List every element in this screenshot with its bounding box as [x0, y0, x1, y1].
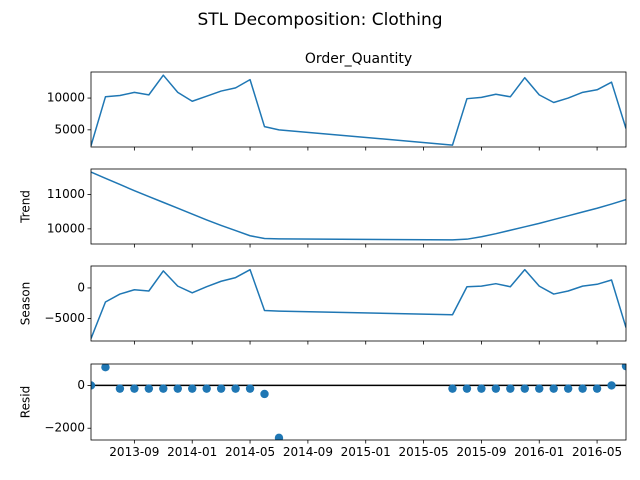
- x-tick-label: 2016-01: [514, 445, 564, 459]
- y-tick-label: 0: [77, 378, 85, 392]
- resid-point: [491, 384, 501, 393]
- y-tick-label: 0: [77, 280, 85, 294]
- resid-point: [202, 384, 211, 393]
- x-tick-label: 2014-01: [167, 445, 217, 459]
- y-axis-label: Season: [19, 282, 33, 326]
- resid-point: [563, 384, 573, 393]
- panel-1: Trend 10000 11000: [19, 168, 627, 248]
- series-line: [91, 74, 626, 146]
- resid-point: [188, 384, 197, 393]
- resid-point: [101, 364, 110, 372]
- figure-title: STL Decomposition: Clothing: [197, 10, 442, 30]
- x-tick-label: 2014-09: [283, 445, 333, 459]
- y-tick-label: −5000: [44, 311, 85, 325]
- panel-2: Season −5000 0: [19, 265, 627, 345]
- resid-point: [520, 384, 529, 393]
- panel-0: Order_Quantity 5000 10000: [47, 51, 627, 151]
- y-axis-label: Trend: [19, 190, 33, 224]
- resid-point: [231, 384, 240, 393]
- resid-point: [274, 433, 284, 440]
- resid-point: [607, 381, 616, 390]
- x-tick-label: 2015-01: [341, 445, 391, 459]
- resid-point: [506, 384, 515, 393]
- resid-point: [216, 384, 226, 393]
- y-tick-label: 10000: [47, 221, 85, 235]
- resid-point: [462, 384, 472, 393]
- series-line: [91, 171, 626, 241]
- panel-3: Resid −2000 0 2013-09 2014-01 2014-05 2014-09 2…: [19, 363, 627, 459]
- resid-point: [91, 381, 96, 390]
- axes-frame: [90, 71, 627, 148]
- resid-point: [549, 384, 558, 393]
- resid-point: [260, 389, 269, 399]
- x-tick-label: 2013-09: [109, 445, 159, 459]
- axes-frame: [90, 363, 627, 441]
- axes-frame: [90, 265, 627, 342]
- resid-point: [159, 384, 168, 393]
- series-2: [91, 268, 626, 339]
- series-1: [91, 171, 626, 241]
- x-tick-label: 2015-09: [456, 445, 506, 459]
- resid-point: [535, 384, 544, 393]
- y-tick-label: −2000: [44, 421, 85, 435]
- y-tick-label: 5000: [54, 122, 85, 136]
- resid-point: [173, 384, 182, 393]
- x-tick-label: 2016-05: [572, 445, 622, 459]
- resid-point: [448, 384, 457, 393]
- y-tick-label: 10000: [47, 91, 85, 105]
- resid-point: [621, 364, 626, 371]
- series-3: [91, 364, 626, 440]
- series-line: [91, 268, 626, 339]
- resid-point: [130, 384, 139, 393]
- resid-point: [144, 384, 154, 393]
- x-tick-label: 2015-05: [398, 445, 448, 459]
- resid-point: [578, 384, 587, 393]
- y-axis-label: Resid: [19, 386, 33, 418]
- panels: Order_Quantity 5000 10000 Trend 10000 11000 Se…: [19, 51, 627, 459]
- resid-point: [245, 384, 255, 393]
- resid-point: [477, 384, 486, 393]
- axes-frame: [90, 168, 627, 245]
- series-0: [91, 74, 626, 146]
- resid-point: [115, 384, 125, 393]
- resid-point: [592, 384, 602, 393]
- y-tick-label: 11000: [47, 187, 85, 201]
- panel-title: Order_Quantity: [305, 51, 412, 67]
- x-tick-label: 2014-05: [225, 445, 275, 459]
